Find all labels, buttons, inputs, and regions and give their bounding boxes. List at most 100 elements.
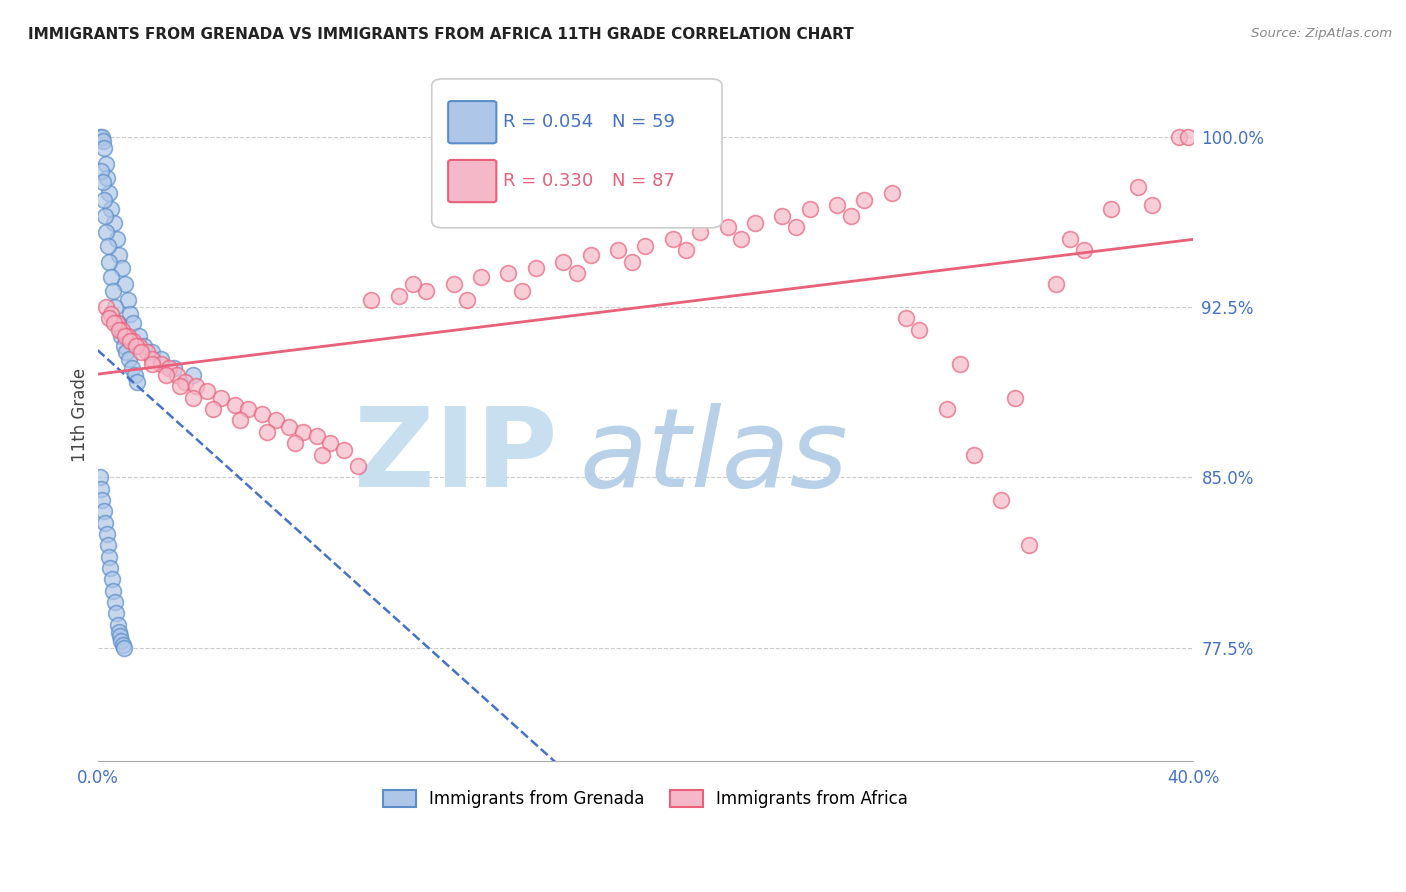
Point	[141, 357, 163, 371]
FancyBboxPatch shape	[449, 101, 496, 144]
Point	[96, 225, 118, 239]
Y-axis label: 11th Grade: 11th Grade	[72, 368, 89, 462]
Point	[115, 345, 138, 359]
Point	[97, 538, 120, 552]
Point	[112, 338, 135, 352]
Point	[524, 261, 547, 276]
Point	[98, 549, 121, 564]
Point	[278, 420, 301, 434]
Point	[1177, 129, 1199, 144]
Point	[209, 391, 232, 405]
Point	[127, 375, 149, 389]
Point	[107, 624, 129, 639]
Point	[100, 561, 122, 575]
Point	[730, 232, 752, 246]
Point	[183, 368, 205, 382]
Point	[1018, 538, 1040, 552]
Point	[110, 629, 132, 643]
Point	[125, 338, 148, 352]
Point	[990, 492, 1012, 507]
Point	[456, 293, 478, 307]
Point	[360, 293, 382, 307]
Point	[118, 352, 141, 367]
Point	[770, 209, 793, 223]
Point	[346, 458, 368, 473]
Point	[689, 225, 711, 239]
Point	[186, 379, 208, 393]
Point	[128, 329, 150, 343]
Point	[91, 134, 114, 148]
Point	[1045, 277, 1067, 292]
FancyBboxPatch shape	[432, 78, 723, 227]
Point	[1168, 129, 1191, 144]
Point	[110, 633, 132, 648]
Point	[415, 284, 437, 298]
Point	[120, 334, 142, 348]
Point	[388, 288, 411, 302]
Point	[498, 266, 520, 280]
Point	[108, 323, 131, 337]
Text: R = 0.330: R = 0.330	[503, 172, 593, 190]
Point	[443, 277, 465, 292]
Point	[96, 527, 118, 541]
Point	[134, 338, 156, 352]
Point	[607, 243, 630, 257]
Point	[634, 238, 657, 252]
Point	[112, 640, 135, 655]
Point	[103, 316, 125, 330]
Point	[97, 311, 120, 326]
Legend: Immigrants from Grenada, Immigrants from Africa: Immigrants from Grenada, Immigrants from…	[375, 783, 915, 815]
Point	[224, 398, 246, 412]
Point	[104, 607, 127, 621]
Point	[103, 216, 125, 230]
Text: Source: ZipAtlas.com: Source: ZipAtlas.com	[1251, 27, 1392, 40]
Point	[101, 284, 124, 298]
Point	[256, 425, 278, 439]
Point	[880, 186, 903, 201]
Point	[101, 573, 124, 587]
Point	[131, 345, 153, 359]
Point	[104, 595, 127, 609]
Point	[117, 293, 139, 307]
Point	[553, 254, 575, 268]
Point	[264, 413, 287, 427]
Point	[105, 316, 128, 330]
Point	[675, 243, 697, 257]
Point	[135, 345, 157, 359]
Point	[238, 402, 260, 417]
Point	[305, 429, 328, 443]
Point	[149, 352, 172, 367]
Point	[122, 334, 145, 348]
FancyBboxPatch shape	[449, 160, 496, 202]
Point	[620, 254, 643, 268]
Point	[90, 129, 112, 144]
Point	[229, 413, 252, 427]
Point	[96, 170, 118, 185]
Text: IMMIGRANTS FROM GRENADA VS IMMIGRANTS FROM AFRICA 11TH GRADE CORRELATION CHART: IMMIGRANTS FROM GRENADA VS IMMIGRANTS FR…	[28, 27, 853, 42]
Point	[565, 266, 588, 280]
Point	[1140, 198, 1163, 212]
Point	[97, 186, 120, 201]
Point	[333, 442, 356, 457]
Point	[291, 425, 314, 439]
Point	[1128, 179, 1150, 194]
Point	[183, 391, 205, 405]
Point	[894, 311, 917, 326]
Point	[169, 379, 191, 393]
Point	[157, 361, 180, 376]
Point	[94, 516, 117, 530]
Point	[90, 482, 112, 496]
Point	[935, 402, 957, 417]
Point	[117, 329, 139, 343]
Point	[94, 209, 117, 223]
Point	[661, 232, 683, 246]
Point	[470, 270, 492, 285]
Point	[124, 368, 146, 382]
Point	[963, 448, 986, 462]
Point	[1073, 243, 1095, 257]
Point	[579, 248, 602, 262]
Point	[120, 307, 142, 321]
Text: N = 87: N = 87	[613, 172, 675, 190]
Point	[1004, 391, 1026, 405]
Point	[716, 220, 738, 235]
